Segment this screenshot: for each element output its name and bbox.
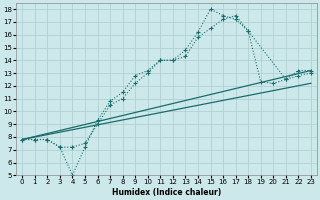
X-axis label: Humidex (Indice chaleur): Humidex (Indice chaleur) (112, 188, 221, 197)
